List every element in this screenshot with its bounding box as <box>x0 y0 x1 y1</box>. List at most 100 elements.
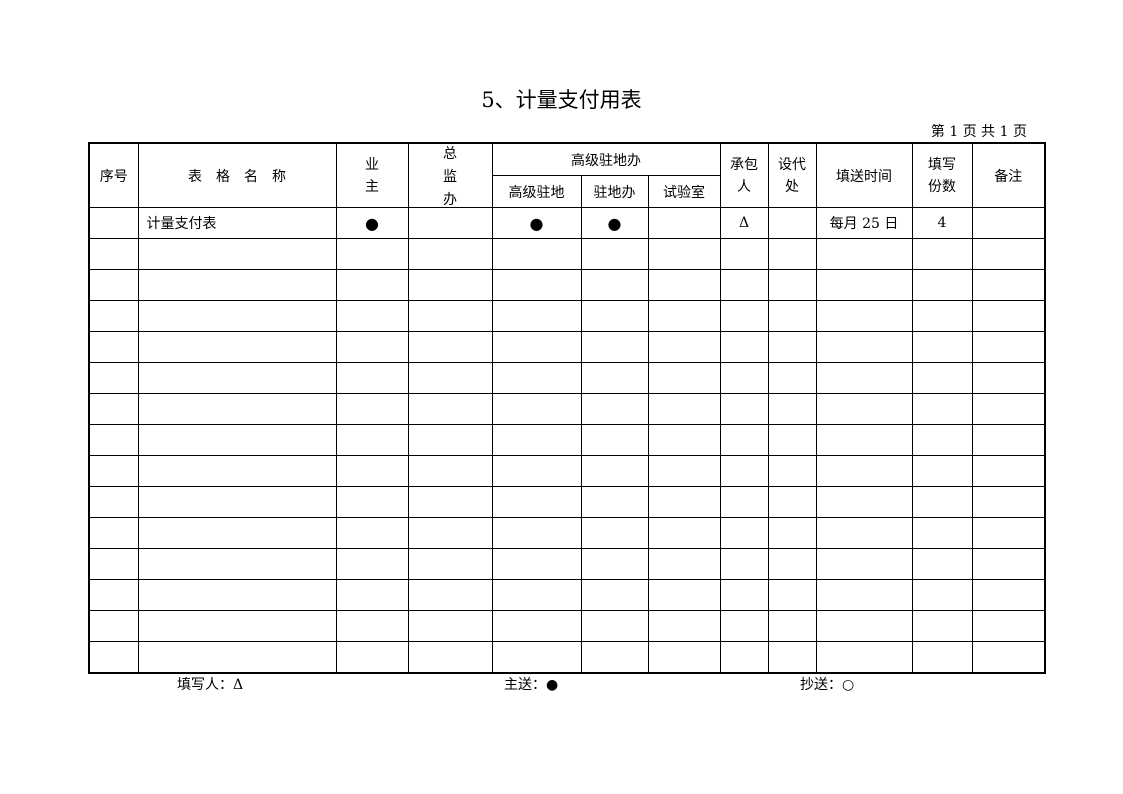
cell-copies <box>911 486 973 518</box>
cell-copies <box>911 641 973 674</box>
cell-time <box>815 300 913 332</box>
header-resident-office: 驻地办 <box>580 175 649 208</box>
cell-copies <box>911 300 973 332</box>
cell-remarks <box>971 207 1046 239</box>
cell-senior <box>491 269 582 301</box>
cell-seq <box>88 362 139 394</box>
table-row-empty <box>88 455 1046 487</box>
table-row-empty <box>88 486 1046 518</box>
cell-seq <box>88 300 139 332</box>
cell-name: 计量支付表 <box>137 207 337 239</box>
cell-remarks <box>971 300 1046 332</box>
cell-chief <box>407 641 493 674</box>
cell-lab <box>647 486 721 518</box>
cell-copies <box>911 331 973 363</box>
cell-time <box>815 517 913 549</box>
cell-contractor: Δ <box>719 207 769 239</box>
cell-design <box>767 517 817 549</box>
cell-remarks <box>971 517 1046 549</box>
cell-seq <box>88 517 139 549</box>
cell-owner <box>335 300 409 332</box>
table-row-empty <box>88 517 1046 549</box>
footer-main-send: 主送：● <box>504 677 559 693</box>
cell-design <box>767 269 817 301</box>
cell-chief <box>407 207 493 239</box>
cell-seq <box>88 424 139 456</box>
cell-copies <box>911 610 973 642</box>
cell-design <box>767 455 817 487</box>
cell-time <box>815 486 913 518</box>
cell-owner <box>335 269 409 301</box>
footer-filler: 填写人：Δ <box>177 677 244 693</box>
cell-chief <box>407 269 493 301</box>
cell-senior: ● <box>491 207 582 239</box>
cell-owner <box>335 331 409 363</box>
cell-seq <box>88 486 139 518</box>
cell-senior <box>491 641 582 674</box>
cell-lab <box>647 238 721 270</box>
cell-senior <box>491 486 582 518</box>
cell-resident <box>580 641 649 674</box>
cell-resident <box>580 331 649 363</box>
cell-lab <box>647 362 721 394</box>
cell-lab <box>647 641 721 674</box>
cell-time <box>815 269 913 301</box>
cell-resident <box>580 517 649 549</box>
page-title: 5、计量支付用表 <box>481 88 642 112</box>
cell-contractor <box>719 548 769 580</box>
cell-name <box>137 238 337 270</box>
cell-remarks <box>971 424 1046 456</box>
cell-lab <box>647 207 721 239</box>
cell-lab <box>647 610 721 642</box>
header-lab: 试验室 <box>647 175 721 208</box>
header-senior-office-group: 高级驻地办 <box>491 142 721 176</box>
cell-senior <box>491 331 582 363</box>
cell-design <box>767 610 817 642</box>
cell-contractor <box>719 393 769 425</box>
cell-design <box>767 238 817 270</box>
cell-resident <box>580 269 649 301</box>
cell-copies <box>911 362 973 394</box>
cell-remarks <box>971 393 1046 425</box>
cell-seq <box>88 641 139 674</box>
cell-resident: ● <box>580 207 649 239</box>
cell-lab <box>647 331 721 363</box>
cell-copies <box>911 517 973 549</box>
cell-contractor <box>719 238 769 270</box>
cell-time <box>815 610 913 642</box>
cell-resident <box>580 579 649 611</box>
cell-seq <box>88 548 139 580</box>
cell-senior <box>491 393 582 425</box>
cell-time <box>815 424 913 456</box>
header-form-name: 表 格 名 称 <box>137 142 337 208</box>
cell-remarks <box>971 455 1046 487</box>
cell-remarks <box>971 486 1046 518</box>
cell-seq <box>88 393 139 425</box>
cell-copies: 4 <box>911 207 973 239</box>
cell-chief <box>407 517 493 549</box>
cell-name <box>137 641 337 674</box>
cell-resident <box>580 393 649 425</box>
page-info: 第 1 页 共 1 页 <box>930 124 1027 140</box>
cell-contractor <box>719 641 769 674</box>
cell-chief <box>407 455 493 487</box>
table-row-empty <box>88 424 1046 456</box>
cell-resident <box>580 238 649 270</box>
cell-contractor <box>719 331 769 363</box>
cell-design <box>767 641 817 674</box>
cell-owner <box>335 486 409 518</box>
cell-copies <box>911 455 973 487</box>
cell-senior <box>491 424 582 456</box>
cell-chief <box>407 610 493 642</box>
header-seq: 序号 <box>88 142 139 208</box>
cell-senior <box>491 610 582 642</box>
table-row-empty <box>88 579 1046 611</box>
cell-resident <box>580 455 649 487</box>
cell-resident <box>580 362 649 394</box>
cell-time <box>815 579 913 611</box>
cell-name <box>137 424 337 456</box>
cell-name <box>137 331 337 363</box>
cell-chief <box>407 331 493 363</box>
header-design-office: 设代处 <box>767 142 817 208</box>
cell-time <box>815 548 913 580</box>
